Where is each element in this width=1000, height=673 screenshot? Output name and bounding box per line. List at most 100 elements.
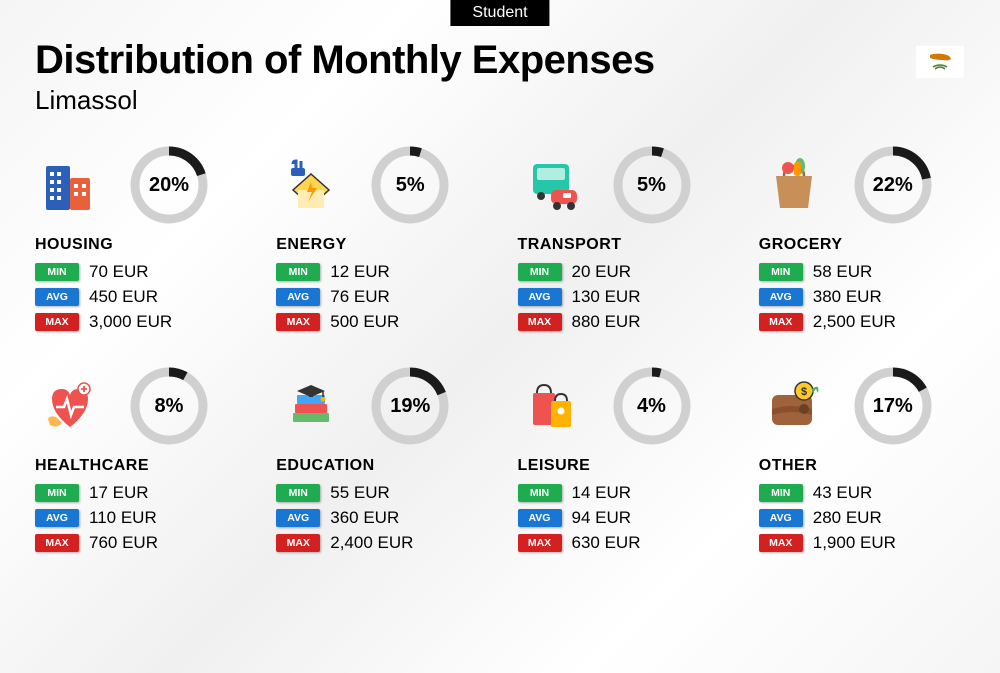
avg-value: 76 EUR (330, 287, 390, 307)
max-value: 630 EUR (572, 533, 641, 553)
category-name: EDUCATION (276, 457, 482, 475)
category-name: LEISURE (518, 457, 724, 475)
category-card-grocery: 22% GROCERY MIN 58 EUR AVG 380 EUR MAX 2… (759, 146, 965, 337)
percentage-ring: 22% (854, 146, 932, 224)
max-pill: MAX (518, 534, 562, 552)
percentage-value: 19% (371, 367, 449, 445)
avg-pill: AVG (276, 509, 320, 527)
category-card-housing: 20% HOUSING MIN 70 EUR AVG 450 EUR MAX 3… (35, 146, 241, 337)
other-icon (759, 376, 829, 436)
max-pill: MAX (35, 534, 79, 552)
max-pill: MAX (35, 313, 79, 331)
min-row: MIN 55 EUR (276, 483, 482, 503)
min-value: 12 EUR (330, 262, 390, 282)
max-value: 2,500 EUR (813, 312, 896, 332)
min-value: 14 EUR (572, 483, 632, 503)
max-row: MAX 500 EUR (276, 312, 482, 332)
max-value: 3,000 EUR (89, 312, 172, 332)
max-row: MAX 2,400 EUR (276, 533, 482, 553)
min-value: 17 EUR (89, 483, 149, 503)
percentage-value: 20% (130, 146, 208, 224)
energy-icon (276, 155, 346, 215)
avg-value: 280 EUR (813, 508, 882, 528)
percentage-ring: 8% (130, 367, 208, 445)
category-card-education: 19% EDUCATION MIN 55 EUR AVG 360 EUR MAX… (276, 367, 482, 558)
min-value: 43 EUR (813, 483, 873, 503)
max-value: 1,900 EUR (813, 533, 896, 553)
avg-pill: AVG (276, 288, 320, 306)
percentage-value: 5% (371, 146, 449, 224)
min-row: MIN 43 EUR (759, 483, 965, 503)
max-row: MAX 2,500 EUR (759, 312, 965, 332)
avg-row: AVG 450 EUR (35, 287, 241, 307)
max-value: 2,400 EUR (330, 533, 413, 553)
min-pill: MIN (518, 484, 562, 502)
grocery-icon (759, 155, 829, 215)
percentage-ring: 5% (371, 146, 449, 224)
min-value: 70 EUR (89, 262, 149, 282)
max-row: MAX 760 EUR (35, 533, 241, 553)
percentage-ring: 5% (613, 146, 691, 224)
min-pill: MIN (35, 263, 79, 281)
page-title: Distribution of Monthly Expenses (35, 38, 965, 83)
category-card-energy: 5% ENERGY MIN 12 EUR AVG 76 EUR MAX 500 … (276, 146, 482, 337)
percentage-value: 22% (854, 146, 932, 224)
categories-grid: 20% HOUSING MIN 70 EUR AVG 450 EUR MAX 3… (35, 146, 965, 558)
min-pill: MIN (759, 484, 803, 502)
avg-row: AVG 380 EUR (759, 287, 965, 307)
max-row: MAX 1,900 EUR (759, 533, 965, 553)
min-row: MIN 12 EUR (276, 262, 482, 282)
max-value: 760 EUR (89, 533, 158, 553)
category-name: OTHER (759, 457, 965, 475)
avg-pill: AVG (518, 509, 562, 527)
avg-pill: AVG (35, 509, 79, 527)
min-value: 58 EUR (813, 262, 873, 282)
min-row: MIN 17 EUR (35, 483, 241, 503)
max-pill: MAX (518, 313, 562, 331)
max-pill: MAX (276, 534, 320, 552)
min-row: MIN 70 EUR (35, 262, 241, 282)
avg-row: AVG 110 EUR (35, 508, 241, 528)
transport-icon (518, 155, 588, 215)
min-pill: MIN (276, 263, 320, 281)
max-row: MAX 3,000 EUR (35, 312, 241, 332)
category-name: ENERGY (276, 236, 482, 254)
category-card-healthcare: 8% HEALTHCARE MIN 17 EUR AVG 110 EUR MAX… (35, 367, 241, 558)
max-row: MAX 880 EUR (518, 312, 724, 332)
category-name: HOUSING (35, 236, 241, 254)
housing-icon (35, 155, 105, 215)
max-pill: MAX (759, 313, 803, 331)
cyprus-flag-icon (915, 45, 965, 79)
avg-pill: AVG (35, 288, 79, 306)
min-row: MIN 14 EUR (518, 483, 724, 503)
avg-value: 450 EUR (89, 287, 158, 307)
percentage-value: 8% (130, 367, 208, 445)
avg-row: AVG 76 EUR (276, 287, 482, 307)
category-card-leisure: 4% LEISURE MIN 14 EUR AVG 94 EUR MAX 630… (518, 367, 724, 558)
student-tag: Student (450, 0, 549, 26)
category-card-transport: 5% TRANSPORT MIN 20 EUR AVG 130 EUR MAX … (518, 146, 724, 337)
leisure-icon (518, 376, 588, 436)
avg-value: 130 EUR (572, 287, 641, 307)
min-row: MIN 58 EUR (759, 262, 965, 282)
max-pill: MAX (759, 534, 803, 552)
min-row: MIN 20 EUR (518, 262, 724, 282)
page-subtitle: Limassol (35, 85, 965, 116)
min-pill: MIN (518, 263, 562, 281)
category-name: HEALTHCARE (35, 457, 241, 475)
category-name: TRANSPORT (518, 236, 724, 254)
avg-row: AVG 94 EUR (518, 508, 724, 528)
healthcare-icon (35, 376, 105, 436)
percentage-value: 4% (613, 367, 691, 445)
min-value: 20 EUR (572, 262, 632, 282)
category-card-other: 17% OTHER MIN 43 EUR AVG 280 EUR MAX 1,9… (759, 367, 965, 558)
avg-row: AVG 360 EUR (276, 508, 482, 528)
min-pill: MIN (276, 484, 320, 502)
max-value: 880 EUR (572, 312, 641, 332)
avg-value: 380 EUR (813, 287, 882, 307)
category-name: GROCERY (759, 236, 965, 254)
avg-row: AVG 280 EUR (759, 508, 965, 528)
min-value: 55 EUR (330, 483, 390, 503)
max-pill: MAX (276, 313, 320, 331)
max-row: MAX 630 EUR (518, 533, 724, 553)
